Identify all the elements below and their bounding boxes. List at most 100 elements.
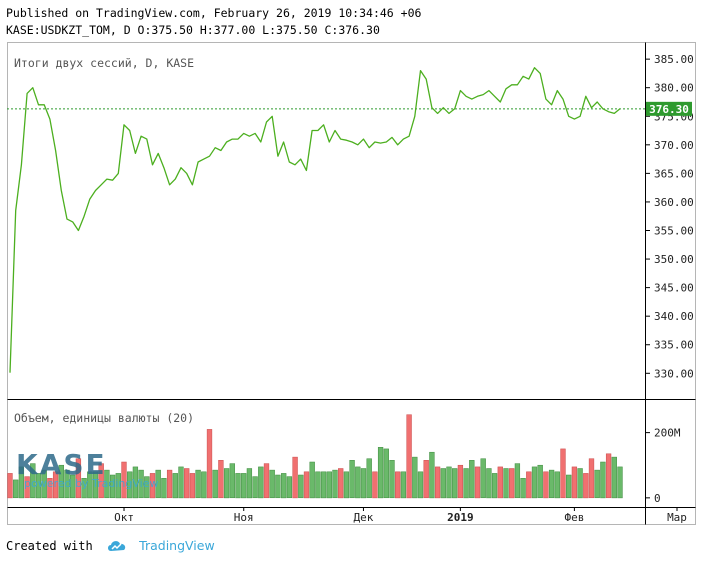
price-tick-label: 365.00 bbox=[654, 167, 694, 180]
price-pane-title: Итоги двух сессий, D, KASE bbox=[14, 56, 194, 70]
volume-bar bbox=[554, 471, 560, 499]
volume-bar bbox=[64, 469, 70, 499]
time-axis-ticks: Окт Ноя Дек 2019 Фев Мар bbox=[114, 507, 687, 524]
volume-bar bbox=[395, 471, 401, 499]
volume-axis-ticks: 0 200M bbox=[645, 427, 681, 505]
volume-bar bbox=[600, 461, 606, 499]
tradingview-link[interactable]: TradingView bbox=[139, 538, 215, 553]
volume-bar bbox=[70, 474, 76, 499]
volume-bar bbox=[292, 456, 298, 499]
price-tick-label: 345.00 bbox=[654, 282, 694, 295]
volume-bar bbox=[469, 460, 475, 499]
volume-bar bbox=[258, 466, 264, 499]
volume-bar bbox=[560, 448, 566, 499]
footer: Created with TradingView bbox=[6, 538, 215, 556]
volume-bar bbox=[47, 478, 53, 499]
volume-bar bbox=[121, 461, 127, 499]
volume-bar bbox=[281, 473, 287, 499]
volume-bar bbox=[400, 471, 407, 499]
volume-bar bbox=[491, 473, 498, 499]
price-tick-label: 355.00 bbox=[654, 224, 694, 237]
volume-bar bbox=[446, 466, 452, 499]
price-tick-label: 330.00 bbox=[654, 367, 694, 380]
time-tick-label: Дек bbox=[354, 511, 374, 524]
volume-bar bbox=[275, 474, 281, 499]
published-header: Published on TradingView.com, February 2… bbox=[6, 6, 422, 20]
volume-bar bbox=[548, 469, 555, 499]
time-tick-label: Окт bbox=[114, 511, 134, 524]
volume-bar bbox=[377, 447, 384, 499]
volume-bar bbox=[138, 469, 144, 499]
volume-bar bbox=[201, 471, 207, 499]
last-price-marker: 376.30 bbox=[646, 101, 692, 116]
volume-bar bbox=[588, 458, 595, 499]
time-tick-label: 2019 bbox=[447, 511, 474, 524]
volume-bar bbox=[503, 468, 509, 499]
volume-bar bbox=[605, 453, 612, 499]
volume-bar bbox=[617, 466, 623, 499]
volume-bar bbox=[412, 456, 418, 499]
last-price-label: 376.30 bbox=[649, 103, 689, 116]
volume-bar bbox=[235, 473, 241, 499]
volume-bar bbox=[24, 476, 30, 499]
volume-bar bbox=[366, 458, 372, 499]
volume-bar bbox=[594, 469, 600, 499]
volume-bar bbox=[115, 473, 121, 499]
volume-bar bbox=[127, 471, 133, 499]
volume-bar bbox=[246, 468, 253, 499]
created-with-text: Created with bbox=[6, 539, 93, 553]
volume-bar bbox=[218, 460, 224, 499]
volume-bar bbox=[81, 478, 87, 499]
price-tick-label: 360.00 bbox=[654, 196, 694, 209]
volume-bar bbox=[452, 468, 458, 499]
volume-bar bbox=[7, 473, 13, 499]
time-tick-label: Ноя bbox=[234, 511, 254, 524]
volume-bar bbox=[406, 414, 412, 499]
volume-bar bbox=[349, 460, 355, 499]
volume-bar bbox=[383, 448, 389, 499]
volume-bar bbox=[223, 468, 230, 499]
volume-bar bbox=[286, 476, 293, 499]
volume-bar bbox=[269, 469, 275, 499]
volume-bar bbox=[537, 464, 543, 499]
volume-bar bbox=[566, 474, 572, 499]
volume-bar bbox=[343, 471, 350, 499]
volume-bar bbox=[206, 429, 213, 499]
volume-bar bbox=[132, 466, 139, 499]
kase-logo: KASE bbox=[16, 448, 107, 481]
volume-bar bbox=[583, 473, 589, 499]
volume-tick-label: 200M bbox=[654, 427, 681, 440]
volume-bar bbox=[109, 474, 116, 499]
volume-bar bbox=[309, 461, 315, 499]
volume-bar bbox=[474, 466, 481, 499]
kase-watermark: KASE powered by TradingView bbox=[16, 448, 158, 490]
volume-bar bbox=[440, 468, 446, 499]
volume-bar bbox=[320, 471, 327, 499]
volume-bar bbox=[252, 476, 258, 499]
volume-bar bbox=[338, 468, 344, 499]
volume-bar bbox=[13, 479, 19, 499]
volume-bar bbox=[497, 466, 503, 499]
volume-bar bbox=[195, 469, 201, 499]
volume-bar bbox=[486, 468, 492, 499]
volume-bar bbox=[161, 478, 167, 499]
volume-bar bbox=[75, 458, 82, 499]
volume-bar bbox=[571, 466, 578, 499]
volume-bar bbox=[315, 471, 321, 499]
volume-bars bbox=[7, 414, 623, 499]
volume-bar bbox=[298, 474, 304, 499]
volume-bar bbox=[514, 463, 521, 499]
tradingview-cloud-icon bbox=[106, 539, 128, 556]
volume-tick-label: 0 bbox=[654, 492, 661, 505]
chart-canvas[interactable]: 330.00 335.00 340.00 345.00 350.00 355.00 360.… bbox=[0, 0, 702, 530]
volume-bar bbox=[355, 466, 361, 499]
price-tick-label: 385.00 bbox=[654, 53, 694, 66]
time-tick-label: Фев bbox=[564, 511, 584, 524]
volume-bar bbox=[611, 456, 617, 499]
volume-bar bbox=[212, 469, 218, 499]
volume-bar bbox=[58, 464, 64, 499]
volume-bar bbox=[389, 460, 395, 499]
volume-bar bbox=[434, 466, 441, 499]
volume-bar bbox=[372, 471, 378, 499]
volume-bar bbox=[577, 468, 583, 499]
